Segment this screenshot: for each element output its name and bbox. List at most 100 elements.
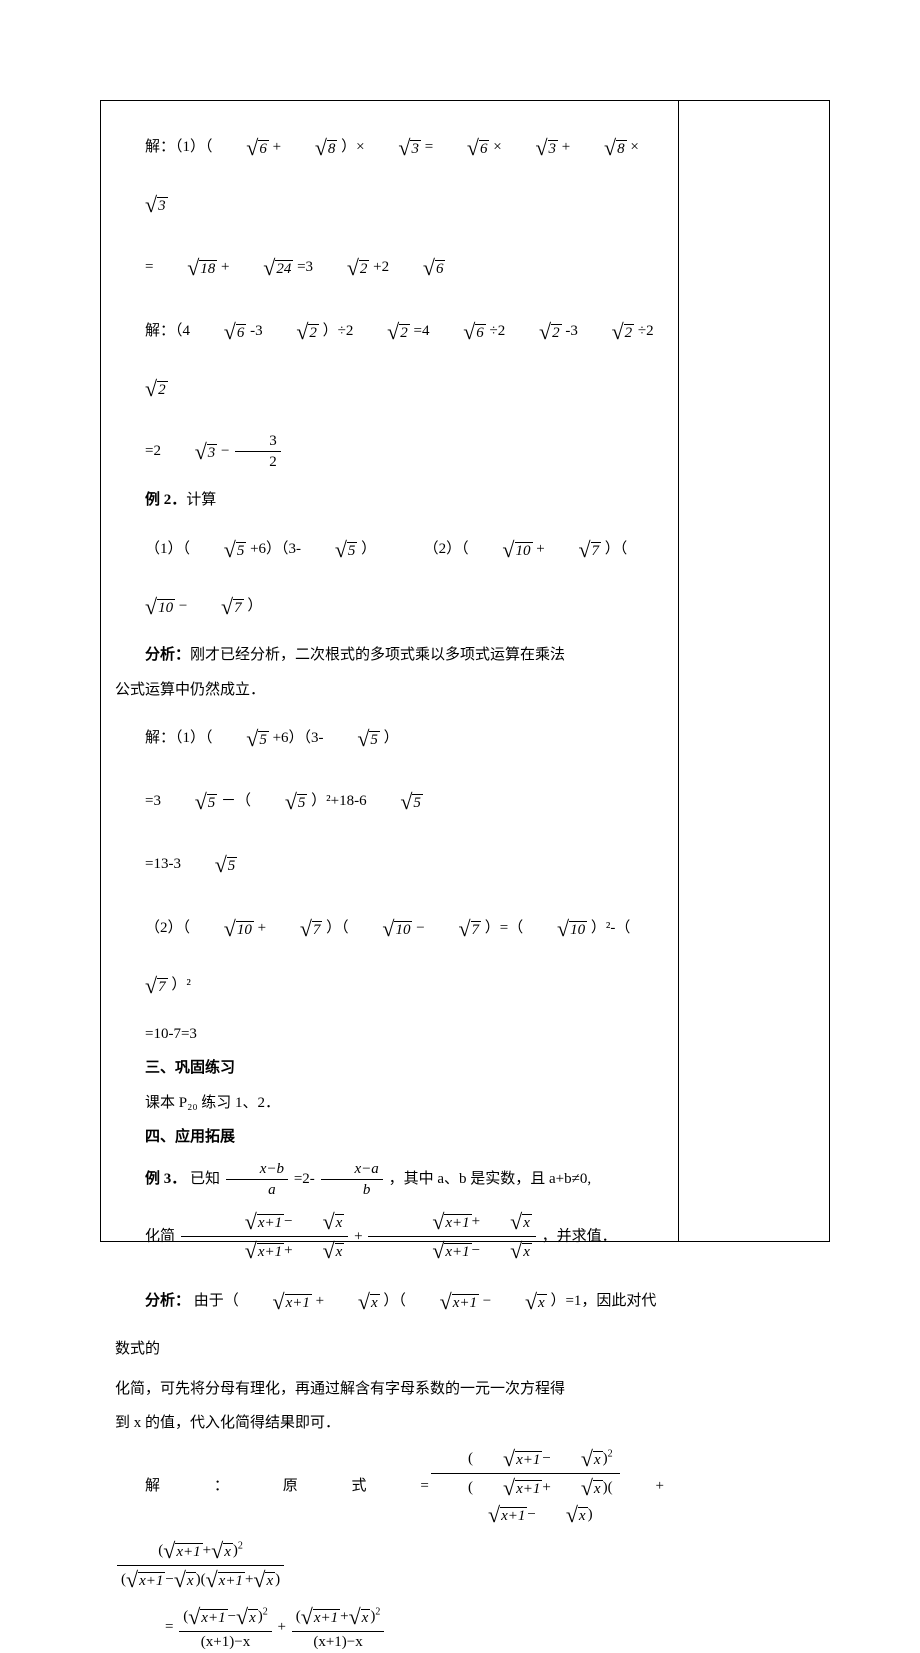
text: =	[145, 259, 157, 275]
sqrt-icon: √6	[437, 119, 490, 176]
sqrt-icon: √6	[216, 119, 269, 176]
sqrt-icon: √2	[317, 239, 370, 296]
section-3-title: 三、巩固练习	[115, 1054, 664, 1083]
den: (x+1)−x	[179, 1632, 272, 1651]
sqrt-icon: √7	[191, 578, 244, 635]
sqrt-icon: √10	[115, 578, 175, 635]
section-4-title: 四、应用拓展	[115, 1123, 664, 1152]
text: -3	[565, 323, 578, 339]
sqrt-icon: √2	[357, 303, 410, 360]
table-frame: 解：（1）（ √6 + √8 ）× √3 = √6 × √3 + √8 × √3…	[100, 100, 830, 1242]
sqrt-icon: √5	[370, 773, 423, 830]
text: ÷2	[638, 323, 654, 339]
text: =2	[145, 443, 161, 459]
sqrt-icon: √5	[194, 521, 247, 578]
sqrt-icon: √10	[527, 900, 587, 957]
example-3-simplify: 化简 √x+1−√x √x+1+√x + √x+1+√x √x+1−√x	[115, 1207, 664, 1267]
text: +2	[373, 259, 389, 275]
sqrt-icon: √24	[233, 239, 293, 296]
sol1-line1: 解：（1）（ √5 +6）（3- √5 ）	[115, 710, 664, 767]
sqrt-icon: √5	[165, 773, 218, 830]
sqrt-icon: √10	[194, 900, 254, 957]
sqrt-icon: √7	[428, 900, 481, 957]
sqrt-icon: √3	[505, 119, 558, 176]
sqrt-icon: √6	[393, 239, 446, 296]
sol1-line2: =3 √5 －（ √5 ）²+18-6 √5	[115, 773, 664, 830]
text: 解：（1）（	[145, 139, 213, 155]
text: ）÷2	[323, 323, 354, 339]
text: −	[179, 598, 191, 614]
sqrt-icon: √2	[115, 360, 168, 417]
main-column: 解：（1）（ √6 + √8 ）× √3 = √6 × √3 + √8 × √3…	[101, 101, 679, 1241]
text: +	[258, 920, 270, 936]
sol1-line3: =13-3 √5	[115, 836, 664, 893]
fraction: 3 2	[235, 432, 281, 471]
text: ×	[493, 139, 501, 155]
analysis-1: 分析：刚才已经分析，二次根式的多项式乘以多项式运算在乘法	[115, 641, 664, 670]
sqrt-icon: √2	[509, 303, 562, 360]
fraction: (√x+1+√x)2 (x+1)−x	[292, 1604, 385, 1651]
sqrt-icon: √7	[115, 957, 168, 1014]
fraction: (√x+1+√x)2 (√x+1−√x)(√x+1+√x)	[117, 1538, 284, 1594]
sol3-line3: = (√x+1−√x)2 (x+1)−x + (√x+1+√x)2 (x+1)−…	[115, 1602, 664, 1653]
text: −	[483, 1293, 491, 1309]
sqrt-icon: √10	[352, 900, 412, 957]
text: +	[622, 1467, 664, 1506]
sqrt-icon: √x	[495, 1273, 547, 1330]
sqrt-icon: √x	[328, 1273, 380, 1330]
sqrt-icon: √5	[327, 710, 380, 767]
sol3-line2: (√x+1+√x)2 (√x+1−√x)(√x+1+√x)	[115, 1536, 664, 1596]
example-2-title: 例 2．计算	[115, 486, 664, 515]
analysis-2: 分析： 由于（ √x+1 + √x ）（ √x+1 − √x ）=1，因此对代数…	[115, 1273, 664, 1369]
text: +	[278, 1619, 290, 1635]
sqrt-icon: √8	[285, 119, 338, 176]
sqrt-icon: √3	[165, 423, 218, 480]
sol3-line1: 解 ： 原 式 = (√x+1−√x)2 (√x+1+√x)(√x+1−√x) …	[115, 1444, 664, 1530]
section-3-body: 课本 P₂₀ 练习 1、2．	[115, 1089, 664, 1118]
solution-line-4: =2 √3 − 3 2	[115, 423, 664, 480]
sqrt-icon: √5	[185, 836, 238, 893]
sqrt-icon: √x+1	[243, 1273, 312, 1330]
sqrt-icon: √5	[255, 773, 308, 830]
sqrt-icon: √5	[216, 710, 269, 767]
analysis-2b: 化简，可先将分母有理化，再通过解含有字母系数的一元一次方程得	[115, 1375, 664, 1404]
fraction: x−b a	[226, 1160, 288, 1199]
fraction: (√x+1−√x)2 (x+1)−x	[179, 1604, 272, 1651]
sqrt-icon: √5	[305, 521, 358, 578]
den: √x+1+√x	[181, 1237, 349, 1264]
num: (√x+1−√x)2	[179, 1604, 272, 1632]
den: (√x+1+√x)(√x+1−√x)	[431, 1474, 620, 1528]
notes-column	[679, 101, 829, 1241]
text: +	[536, 541, 548, 557]
sqrt-icon: √10	[472, 521, 532, 578]
sqrt-icon: √7	[548, 521, 601, 578]
sqrt-icon: √7	[270, 900, 323, 957]
text: +	[273, 139, 285, 155]
solution-line-1: 解：（1）（ √6 + √8 ）× √3 = √6 × √3 + √8 × √3	[115, 119, 664, 233]
text: ×	[630, 139, 638, 155]
example-2-problems: （1）（ √5 +6）（3- √5 ） （2）（ √10 + √7 ）（ √10…	[115, 521, 664, 635]
den: √x+1−√x	[368, 1237, 536, 1264]
text: +	[316, 1293, 324, 1309]
solution-line-2: = √18 + √24 =3 √2 +2 √6	[115, 239, 664, 296]
text: +	[221, 259, 233, 275]
sqrt-icon: √3	[115, 176, 168, 233]
text: ）×	[341, 139, 364, 155]
text: −	[416, 920, 428, 936]
text: =4	[413, 323, 429, 339]
text: ÷2	[490, 323, 506, 339]
text: +	[354, 1228, 366, 1244]
analysis-2c: 到 x 的值，代入化简得结果即可．	[115, 1409, 664, 1438]
sqrt-icon: √3	[368, 119, 421, 176]
sqrt-icon: √6	[433, 303, 486, 360]
den: (x+1)−x	[292, 1632, 385, 1651]
page: 解：（1）（ √6 + √8 ）× √3 = √6 × √3 + √8 × √3…	[0, 0, 920, 1302]
num: √x+1+√x	[368, 1209, 536, 1237]
num: √x+1−√x	[181, 1209, 349, 1237]
sqrt-icon: √x+1	[410, 1273, 479, 1330]
text: =	[425, 139, 437, 155]
num: (√x+1−√x)2	[431, 1446, 620, 1474]
text: =	[165, 1619, 177, 1635]
num: (√x+1+√x)2	[292, 1604, 385, 1632]
text: 解：（4	[145, 323, 190, 339]
